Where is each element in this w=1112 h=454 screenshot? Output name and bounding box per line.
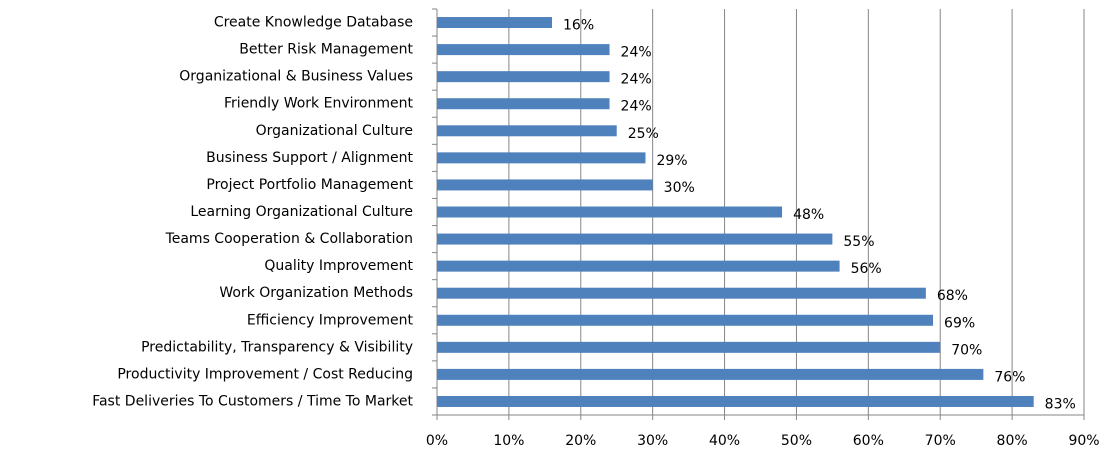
bar [437, 206, 783, 218]
x-tick-label: 50% [781, 433, 812, 449]
value-label: 70% [951, 342, 982, 358]
bar [437, 17, 553, 29]
x-tick-label: 10% [493, 433, 524, 449]
bar [437, 341, 941, 353]
y-tick-label: Organizational Culture [256, 123, 413, 139]
value-label: 24% [621, 72, 652, 88]
bar [437, 125, 617, 137]
value-label: 48% [793, 207, 824, 223]
bar [437, 260, 840, 272]
x-tick-label: 80% [997, 433, 1028, 449]
value-label: 16% [563, 18, 594, 34]
value-label: 29% [656, 153, 687, 169]
y-tick-label: Friendly Work Environment [224, 96, 413, 112]
x-tick-label: 40% [709, 433, 740, 449]
value-label: 24% [621, 99, 652, 115]
y-tick-label: Organizational & Business Values [179, 69, 413, 85]
y-tick-label: Business Support / Alignment [206, 150, 413, 166]
bar [437, 395, 1034, 407]
y-tick-label: Work Organization Methods [219, 285, 413, 301]
bar [437, 98, 610, 110]
value-label: 25% [628, 126, 659, 142]
value-label: 76% [994, 369, 1025, 385]
x-tick-label: 60% [853, 433, 884, 449]
y-tick-label: Better Risk Management [239, 42, 413, 58]
x-tick-label: 0% [426, 433, 448, 449]
x-tick-label: 70% [925, 433, 956, 449]
y-tick-label: Predictability, Transparency & Visibilit… [141, 339, 413, 355]
y-tick-label: Efficiency Improvement [247, 312, 414, 328]
bar [437, 233, 833, 245]
bar [437, 44, 610, 56]
value-label: 30% [664, 180, 695, 196]
value-label: 69% [944, 315, 975, 331]
x-tick-label: 20% [565, 433, 596, 449]
bar [437, 287, 926, 299]
y-tick-label: Create Knowledge Database [214, 15, 413, 31]
x-tick-label: 90% [1068, 433, 1099, 449]
value-label: 68% [937, 288, 968, 304]
x-tick-label: 30% [637, 433, 668, 449]
value-label: 83% [1045, 396, 1076, 412]
y-tick-label: Learning Organizational Culture [190, 204, 413, 220]
bar [437, 314, 934, 326]
bar [437, 179, 653, 191]
value-label: 55% [843, 234, 874, 250]
y-tick-label: Productivity Improvement / Cost Reducing [117, 366, 413, 382]
bar [437, 152, 646, 164]
y-tick-label: Fast Deliveries To Customers / Time To M… [92, 393, 413, 409]
y-tick-label: Teams Cooperation & Collaboration [165, 231, 413, 247]
y-tick-label: Quality Improvement [264, 258, 413, 274]
bar [437, 71, 610, 83]
value-label: 24% [621, 45, 652, 61]
value-label: 56% [851, 261, 882, 277]
y-tick-label: Project Portfolio Management [206, 177, 413, 193]
bar [437, 368, 984, 380]
